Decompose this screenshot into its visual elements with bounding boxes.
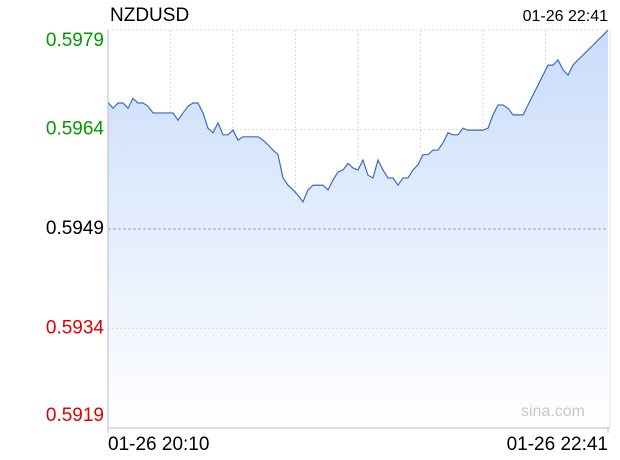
y-tick-label: 0.5964 — [46, 119, 105, 140]
y-tick-label: 0.5979 — [46, 30, 104, 51]
price-line — [107, 29, 609, 203]
y-tick-label: 0.5949 — [46, 218, 104, 239]
chart-title: NZDUSD — [110, 5, 189, 26]
x-tick-label: 01-26 22:41 — [507, 434, 608, 455]
watermark: sina.com — [521, 403, 585, 420]
y-tick-label: 0.5919 — [46, 405, 104, 426]
timestamp: 01-26 22:41 — [523, 8, 609, 25]
y-tick-label: 0.5934 — [46, 318, 105, 339]
x-tick-label: 01-26 20:10 — [108, 434, 209, 455]
